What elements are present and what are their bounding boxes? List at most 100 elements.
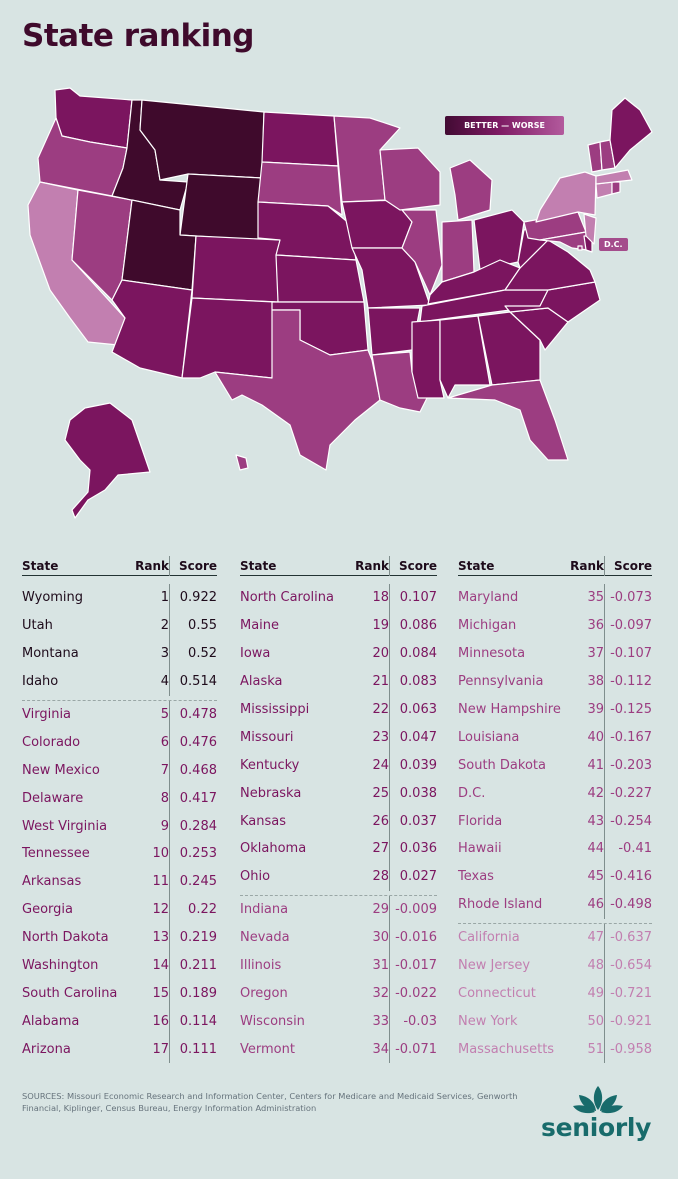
cell-rank: 32 [372, 985, 389, 1001]
cell-score: 0.189 [169, 979, 217, 1008]
table-row: Idaho 4 0.514 [22, 667, 217, 696]
header-rank: Rank [355, 558, 389, 573]
cell-score: -0.227 [604, 779, 652, 808]
cell-rank: 21 [372, 674, 389, 690]
table-row: Arizona 17 0.111 [22, 1035, 217, 1064]
table-row: Iowa 20 0.084 [240, 639, 437, 668]
cell-rank: 4 [160, 674, 169, 690]
cell-rank: 49 [587, 985, 604, 1001]
tier-separator [240, 894, 437, 896]
table-row: South Carolina 15 0.189 [22, 979, 217, 1008]
cell-rank: 1 [160, 590, 169, 606]
cell-rank: 2 [160, 618, 169, 634]
page-title: State ranking [22, 18, 254, 54]
cell-score: 0.52 [169, 639, 217, 668]
state-new-york [535, 171, 597, 223]
cell-score: -0.022 [389, 979, 437, 1008]
lotus-leaf-icon [573, 1086, 623, 1114]
header-state: State [240, 558, 277, 573]
cell-state: Tennessee [22, 846, 90, 862]
cell-score: 0.468 [169, 756, 217, 785]
cell-rank: 36 [587, 618, 604, 634]
cell-rank: 9 [160, 818, 169, 834]
table-row: Arkansas 11 0.245 [22, 867, 217, 896]
cell-score: 0.478 [169, 700, 217, 729]
cell-rank: 29 [372, 902, 389, 918]
cell-rank: 28 [372, 869, 389, 885]
cell-score: 0.083 [389, 667, 437, 696]
sources-note: SOURCES: Missouri Economic Research and … [22, 1091, 518, 1113]
ranking-table-3: State Rank Score Maryland 35 -0.073 Michigan 36… [458, 555, 652, 1064]
cell-state: South Carolina [22, 985, 118, 1001]
cell-rank: 13 [152, 930, 169, 946]
table-row: Oklahoma 27 0.036 [240, 835, 437, 863]
state-rhode-island [611, 181, 621, 195]
cell-rank: 38 [587, 674, 604, 690]
cell-rank: 3 [160, 646, 169, 662]
state-colorado [191, 235, 281, 303]
cell-state: Delaware [22, 790, 84, 806]
cell-rank: 8 [160, 790, 169, 806]
cell-score: 0.086 [389, 611, 437, 640]
cell-state: Rhode Island [458, 897, 543, 913]
cell-score: 0.111 [169, 1035, 217, 1064]
cell-score: -0.009 [389, 895, 437, 924]
cell-score: 0.22 [169, 895, 217, 924]
cell-score: 0.107 [389, 584, 437, 612]
cell-rank: 14 [152, 958, 169, 974]
dc-label: D.C. [599, 238, 628, 251]
table-row: D.C. 42 -0.227 [458, 779, 652, 808]
table-row: Nebraska 25 0.038 [240, 779, 437, 808]
cell-rank: 19 [372, 618, 389, 634]
header-score: Score [604, 555, 652, 576]
cell-score: 0.55 [169, 611, 217, 640]
table-row: North Carolina 18 0.107 [240, 584, 437, 612]
ranking-table-2: State Rank Score North Carolina 18 0.107 Maine… [240, 555, 437, 1064]
table-row: Virginia 5 0.478 [22, 700, 217, 729]
cell-state: West Virginia [22, 818, 108, 834]
cell-state: North Carolina [240, 590, 334, 606]
cell-score: 0.284 [169, 812, 217, 841]
table-row: Louisiana 40 -0.167 [458, 723, 652, 752]
cell-score: -0.921 [604, 1007, 652, 1036]
cell-state: Indiana [240, 902, 289, 918]
table-row: North Dakota 13 0.219 [22, 923, 217, 952]
cell-state: Oregon [240, 985, 288, 1001]
cell-state: New Mexico [22, 762, 100, 778]
table-row: Vermont 34 -0.071 [240, 1035, 437, 1064]
header-rank: Rank [570, 558, 604, 573]
state-texas [214, 309, 381, 471]
table-row: Pennsylvania 38 -0.112 [458, 667, 652, 696]
state-arizona [111, 279, 193, 379]
state-connecticut [595, 181, 613, 199]
state-louisiana [371, 351, 431, 413]
table-row: Wyoming 1 0.922 [22, 584, 217, 612]
cell-state: Mississippi [240, 702, 310, 717]
cell-score: 0.036 [389, 835, 437, 863]
table-row: New Jersey 48 -0.654 [458, 951, 652, 980]
cell-rank: 30 [372, 930, 389, 946]
cell-state: South Dakota [458, 757, 546, 773]
cell-state: Illinois [240, 958, 282, 974]
table-row: Utah 2 0.55 [22, 611, 217, 640]
table-row: Colorado 6 0.476 [22, 728, 217, 757]
cell-rank: 35 [587, 590, 604, 606]
cell-score: 0.245 [169, 867, 217, 896]
state-michigan [449, 159, 493, 221]
cell-rank: 46 [587, 897, 604, 913]
cell-score: -0.637 [604, 923, 652, 952]
table-row: Nevada 30 -0.016 [240, 923, 437, 952]
table-row: Rhode Island 46 -0.498 [458, 890, 652, 919]
cell-state: Iowa [240, 646, 271, 662]
cell-score: 0.084 [389, 639, 437, 668]
state-new-mexico [181, 297, 276, 379]
ranking-table-1: State Rank Score Wyoming 1 0.922 Utah 2 0.55 Mont… [22, 555, 217, 1064]
cell-state: North Dakota [22, 930, 109, 946]
cell-score: 0.037 [389, 807, 437, 836]
cell-score: 0.211 [169, 951, 217, 980]
table-row: Mississippi 22 0.063 [240, 695, 437, 724]
tier-separator [458, 922, 652, 924]
state-montana [139, 99, 265, 181]
cell-rank: 10 [152, 846, 169, 862]
cell-rank: 43 [587, 813, 604, 829]
